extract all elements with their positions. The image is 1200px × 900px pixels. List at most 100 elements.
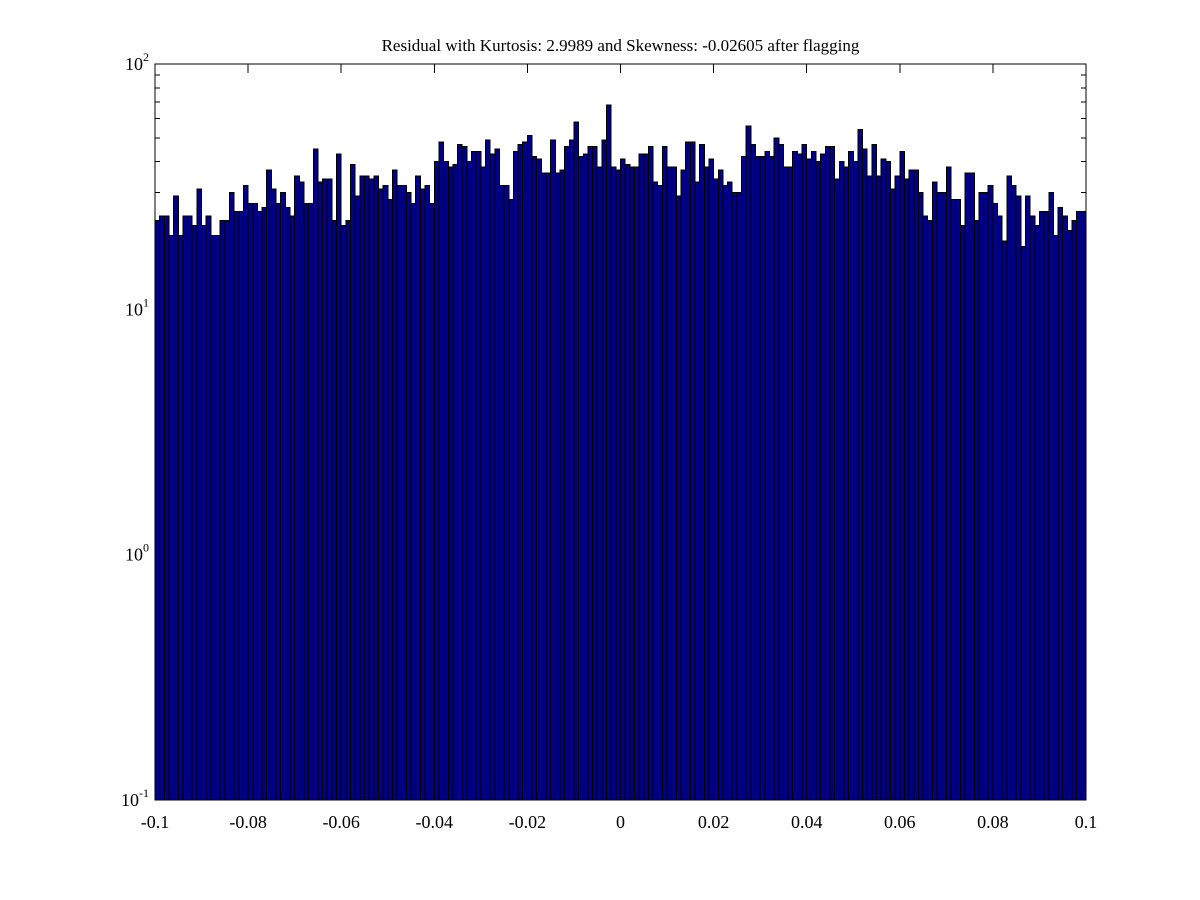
- histogram-bar: [792, 150, 798, 801]
- histogram-bar: [173, 195, 179, 801]
- histogram-bar: [913, 169, 919, 801]
- histogram-bar: [350, 163, 356, 801]
- histogram-bar: [377, 188, 384, 801]
- histogram-bar: [573, 121, 580, 801]
- histogram-bar: [1024, 195, 1031, 801]
- histogram-bar: [554, 172, 561, 801]
- histogram-bar: [857, 129, 864, 801]
- histogram-bar: [466, 161, 473, 801]
- histogram-bar: [782, 166, 789, 801]
- histogram-bar: [410, 203, 417, 801]
- histogram-bar: [294, 175, 300, 801]
- histogram-bar: [536, 158, 542, 801]
- histogram-bar: [480, 166, 487, 801]
- histogram-bar: [754, 155, 761, 801]
- histogram-bar: [787, 166, 794, 801]
- histogram-bar: [703, 166, 710, 801]
- histogram-bar: [862, 148, 868, 801]
- histogram-bar: [768, 155, 775, 801]
- histogram-bar: [382, 184, 389, 801]
- histogram-bar: [661, 146, 668, 801]
- chart-title: Residual with Kurtosis: 2.9989 and Skewn…: [381, 36, 860, 55]
- histogram-bar: [936, 191, 943, 801]
- histogram-bar: [815, 161, 822, 801]
- x-tick-label: -0.04: [416, 812, 454, 832]
- histogram-bar: [927, 220, 933, 801]
- histogram-bar: [964, 172, 971, 801]
- histogram-bar: [284, 207, 291, 801]
- histogram-bar: [601, 139, 608, 801]
- histogram-bar: [163, 215, 170, 801]
- histogram-bar: [973, 220, 980, 801]
- y-tick-label: 10-1: [121, 786, 149, 810]
- histogram-bar: [503, 184, 510, 801]
- histogram-bar: [457, 143, 463, 801]
- histogram-bar: [401, 184, 407, 801]
- histogram-bar: [680, 169, 687, 801]
- histogram-bar: [950, 199, 957, 801]
- histogram-bar: [1043, 211, 1050, 801]
- histogram-bar: [266, 169, 272, 801]
- x-tick-label: 0.06: [884, 812, 916, 832]
- histogram-bar: [312, 148, 319, 801]
- histogram-bar: [969, 172, 975, 801]
- histogram-bar: [959, 224, 966, 801]
- histogram-bar: [638, 153, 645, 801]
- histogram-bar: [205, 215, 212, 801]
- histogram-bar: [620, 158, 626, 801]
- histogram-bar: [717, 169, 724, 801]
- histogram-bar: [1071, 220, 1078, 801]
- histogram-bar: [452, 163, 459, 801]
- histogram-bar: [540, 172, 547, 801]
- histogram-bar: [1034, 224, 1040, 801]
- histogram-bar: [889, 188, 896, 801]
- histogram-bar: [424, 184, 431, 801]
- histogram-bar: [824, 146, 831, 801]
- histogram-bar: [224, 220, 230, 801]
- histogram-bar: [433, 161, 440, 801]
- histogram-bar: [978, 191, 985, 801]
- histogram-bar: [610, 166, 617, 801]
- histogram-bar: [894, 175, 901, 801]
- histogram-bar: [182, 215, 189, 801]
- histogram-bar: [1015, 195, 1022, 801]
- histogram-bar: [666, 166, 673, 801]
- histogram-bar: [689, 141, 696, 801]
- histogram-bar: [1076, 211, 1082, 801]
- x-tick-label: -0.06: [322, 812, 360, 832]
- histogram-bar: [871, 143, 878, 801]
- histogram-bar: [559, 169, 566, 801]
- histogram-bar: [922, 215, 929, 801]
- histogram-bar: [810, 150, 817, 801]
- histogram-bar: [568, 139, 575, 801]
- histogram-bar: [303, 203, 310, 801]
- x-tick-label: 0: [616, 812, 625, 832]
- histogram-bar: [1048, 191, 1054, 801]
- histogram-bar: [1011, 184, 1017, 801]
- histogram-bar: [1020, 246, 1026, 801]
- x-tick-label: -0.02: [509, 812, 547, 832]
- histogram-bar: [373, 175, 379, 801]
- histogram-bar: [624, 163, 631, 801]
- histogram-bar: [443, 161, 449, 801]
- histogram-bar: [931, 181, 938, 801]
- histogram-bar: [275, 203, 282, 801]
- histogram-bar: [363, 175, 370, 801]
- histogram-bar: [796, 153, 803, 801]
- histogram-bar: [899, 150, 905, 801]
- histogram-bar: [866, 175, 873, 801]
- histogram-bar: [582, 153, 589, 801]
- histogram-bar: [345, 220, 352, 801]
- histogram-bar: [587, 146, 594, 801]
- x-tick-label: -0.1: [141, 812, 170, 832]
- histogram-bar: [1066, 229, 1073, 801]
- histogram-bar: [615, 169, 621, 801]
- histogram-bar: [685, 141, 691, 801]
- histogram-bar: [941, 191, 947, 801]
- histogram-bar: [829, 146, 836, 801]
- histogram-bar: [485, 139, 491, 801]
- histogram-bar: [773, 137, 780, 801]
- y-tick-label: 101: [125, 295, 149, 319]
- histogram-bar: [908, 169, 915, 801]
